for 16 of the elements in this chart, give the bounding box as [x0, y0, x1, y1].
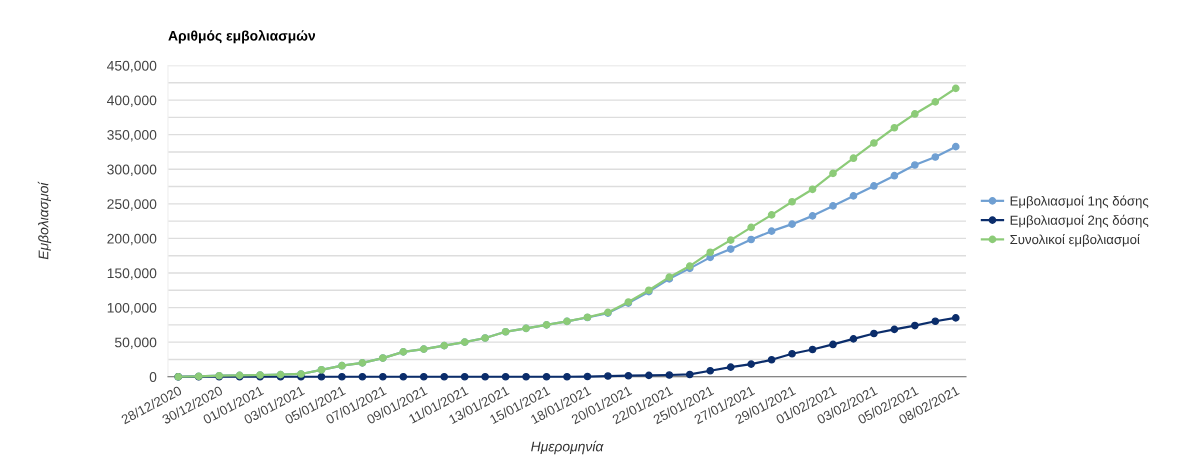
y-tick-label: 400,000	[107, 95, 157, 107]
y-tick-label: 100,000	[107, 302, 157, 315]
y-axis-title: Εμβολιασμοί	[37, 181, 52, 260]
y-tick-label: 250,000	[107, 199, 157, 211]
y-tick-label: 150,000	[107, 268, 157, 280]
legend-label: Εμβολιασμοί 2ης δόσης	[1010, 214, 1149, 228]
y-tick-label: 200,000	[107, 233, 157, 246]
legend-label: Εμβολιασμοί 1ης δόσης	[1010, 195, 1149, 209]
chart-title: Αριθμός εμβολιασμών	[168, 30, 316, 44]
y-tick-label: 0	[149, 372, 157, 382]
y-tick-label: 300,000	[107, 164, 157, 177]
y-tick-label: 450,000	[107, 60, 157, 73]
y-tick-label: 350,000	[107, 130, 157, 142]
x-axis-title: Ημερομηνία	[531, 440, 604, 455]
legend-label: Συνολικοί εμβολιασμοί	[1010, 234, 1140, 247]
y-tick-label: 50,000	[114, 337, 157, 349]
